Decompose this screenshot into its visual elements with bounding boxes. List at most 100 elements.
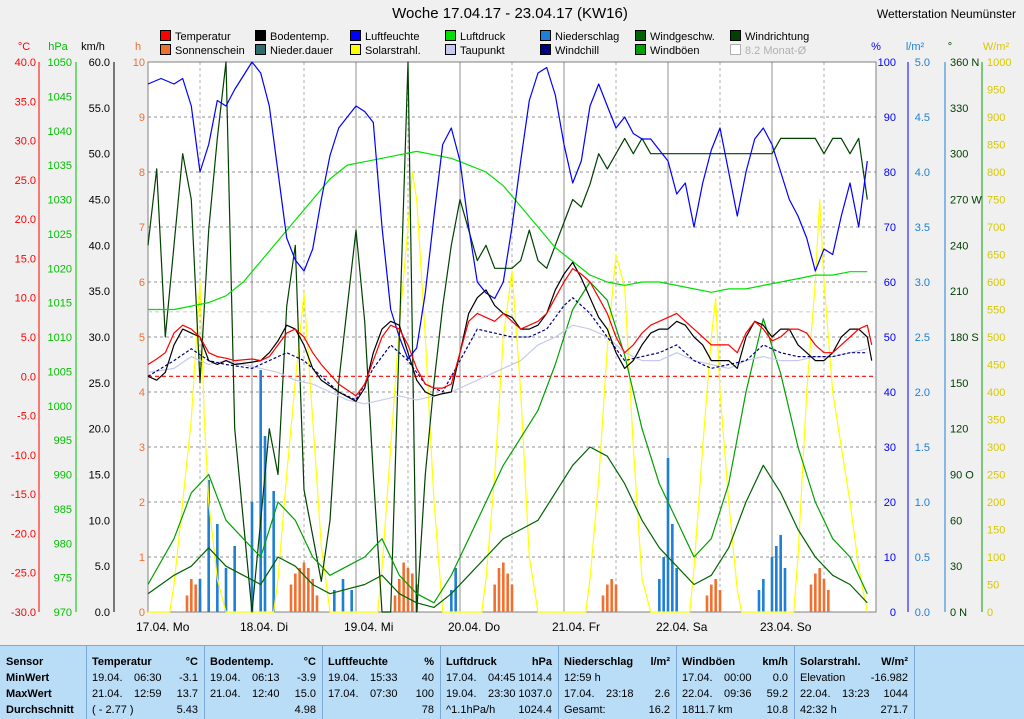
bar-sonnenschein	[315, 595, 319, 612]
stats-cell-value: -3.1	[179, 672, 198, 684]
axis-tick-label: 300	[950, 149, 968, 161]
stats-row: 12:59 h	[564, 670, 670, 686]
stats-row: 22.04. 13:23 1044	[800, 686, 908, 702]
axis-tick-label: 5.0	[915, 57, 930, 69]
axis-tick-label: 0.0	[915, 607, 930, 619]
stats-cell-value: 4.98	[294, 704, 316, 716]
bar-sonnenschein	[818, 568, 821, 612]
stats-col-sensor: Sensor MinWert MaxWert Durchschnitt	[0, 646, 87, 719]
legend-swatch	[730, 44, 741, 55]
legend-swatch	[445, 44, 456, 55]
bar-sonnenschein	[606, 584, 609, 612]
axis-unit-label: l/m²	[906, 41, 925, 53]
stats-cell-value: 1024.4	[518, 704, 552, 716]
legend-item-windboeen[interactable]: Windböen	[635, 44, 700, 57]
bar-sonnenschein	[710, 584, 713, 612]
legend-item-niederschlag[interactable]: Niederschlag	[540, 30, 619, 43]
legend-item-temperatur[interactable]: Temperatur	[160, 30, 231, 43]
axis-tick-label: 4	[139, 387, 145, 399]
bar-sonnenschein	[406, 568, 410, 612]
bar-niederschlag	[658, 579, 661, 612]
legend-item-niederdauer[interactable]: Nieder.dauer	[255, 44, 333, 57]
legend-item-luftdruck[interactable]: Luftdruck	[445, 30, 505, 43]
axis-tick-label: 6	[139, 277, 145, 289]
bar-sonnenschein	[190, 579, 193, 612]
stats-row: 22.04. 09:36 59.2	[682, 686, 788, 702]
legend-swatch	[445, 30, 456, 41]
legend-item-windgeschw[interactable]: Windgeschw.	[635, 30, 715, 43]
x-tick-label: 17.04. Mo	[136, 620, 190, 634]
stats-cell-date: 19.04.	[210, 672, 241, 684]
axis-tick-label: 1000	[48, 401, 72, 413]
axis-tick-label: 50	[987, 580, 999, 592]
stats-row: 78	[328, 702, 434, 718]
chart-title: Woche 17.04.17 - 23.04.17 (KW16)	[392, 5, 628, 22]
stats-header: Temperatur °C	[92, 654, 198, 670]
bar-niederschlag	[671, 524, 674, 612]
axis-tick-label: 270 W	[950, 195, 982, 207]
axis-tick-label: 30	[950, 561, 962, 573]
stats-rowlabel: MaxWert	[6, 688, 52, 700]
axis-tick-label: 20	[884, 497, 896, 509]
axis-unit-label: h	[135, 41, 141, 53]
axis-tick-label: 900	[987, 112, 1005, 124]
stats-header-label: Bodentemp.	[210, 656, 274, 668]
stats-cell-value: 59.2	[766, 688, 788, 700]
axis-unit-label: km/h	[81, 41, 105, 53]
stats-row: 21.04. 12:59 13.7	[92, 686, 198, 702]
axis-tick-label: 980	[54, 538, 72, 550]
axis-tick-label: 5.0	[21, 332, 36, 344]
stats-cell-date: 21.04.	[210, 688, 241, 700]
stats-col-solarstrahl: Solarstrahl. W/m² Elevation -16.982 22.04. 13…	[794, 646, 915, 719]
legend-item-bodentemp[interactable]: Bodentemp.	[255, 30, 329, 43]
bar-sonnenschein	[809, 584, 813, 612]
stats-cell-date: Elevation	[800, 672, 846, 684]
axis-tick-label: 20.0	[15, 214, 36, 226]
legend-item-monat-avg[interactable]: 8.2 Monat-Ø	[730, 44, 806, 57]
legend-swatch	[730, 30, 741, 41]
stats-cell-time: 13:23	[842, 688, 870, 700]
bar-niederschlag	[216, 524, 219, 612]
axis-unit-label: W/m²	[983, 41, 1010, 53]
stats-cell-date: 1811.7 km	[682, 704, 733, 716]
stats-row: 42:32 h 271.7	[800, 702, 908, 718]
legend-item-luftfeuchte[interactable]: Luftfeuchte	[350, 30, 419, 43]
legend-item-windrichtung[interactable]: Windrichtung	[730, 30, 809, 43]
axis-tick-label: 1000	[987, 57, 1011, 69]
axis-tick-label: 7	[139, 222, 145, 234]
x-tick-label: 21.04. Fr	[552, 620, 600, 634]
legend-swatch	[255, 30, 266, 41]
axis-tick-label: 40.0	[15, 57, 36, 69]
bar-niederschlag	[675, 568, 678, 612]
bar-niederschlag	[263, 436, 267, 612]
legend-item-taupunkt[interactable]: Taupunkt	[445, 44, 505, 57]
stats-cell-value: 13.7	[176, 688, 198, 700]
axis-tick-label: 1030	[48, 195, 72, 207]
axis-tick-label: -30.0	[11, 607, 36, 619]
axis-tick-label: 30.0	[89, 332, 110, 344]
axis-tick-label: 1025	[48, 229, 72, 241]
axis-tick-label: 2	[139, 497, 145, 509]
axis-tick-label: 995	[54, 435, 72, 447]
legend-item-solarstrahl[interactable]: Solarstrahl.	[350, 44, 421, 57]
axis-tick-label: 90	[884, 112, 896, 124]
stats-row: 4.98	[210, 702, 316, 718]
bar-niederschlag	[762, 579, 765, 612]
legend-item-sonnenschein[interactable]: Sonnenschein	[160, 44, 245, 57]
stats-cell-value: 10.8	[766, 704, 788, 716]
axis-tick-label: 3.0	[915, 277, 930, 289]
bar-sonnenschein	[614, 584, 618, 612]
legend-item-windchill[interactable]: Windchill	[540, 44, 599, 57]
axis-tick-label: 60.0	[89, 57, 110, 69]
legend-swatch	[350, 30, 361, 41]
bar-sonnenschein	[393, 595, 397, 612]
bar-sonnenschein	[510, 584, 514, 612]
axis-tick-label: 2.5	[915, 332, 930, 344]
stats-cell-time: 09:36	[724, 688, 752, 700]
axis-tick-label: 2.0	[915, 387, 930, 399]
bar-sonnenschein	[411, 573, 414, 612]
stats-row: 17.04. 23:18 2.6	[564, 686, 670, 702]
stats-cell-date: 21.04.	[92, 688, 123, 700]
stats-cell-value: 1044	[883, 688, 908, 700]
stats-row: Gesamt: 16.2	[564, 702, 670, 718]
